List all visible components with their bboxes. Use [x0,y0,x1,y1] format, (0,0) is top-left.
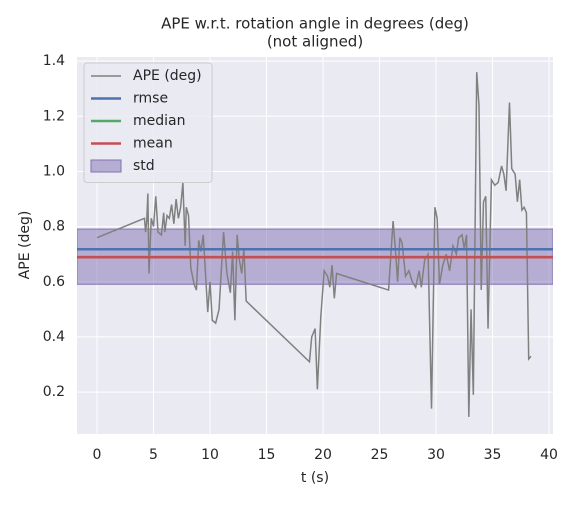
data-line [96,72,532,417]
legend-box [83,62,213,183]
x-tick-label: 35 [484,447,502,463]
x-tick-label: 10 [201,447,219,463]
y-axis-label: APE (deg) [17,211,33,280]
x-tick-label: 25 [371,447,389,463]
chart-subtitle: (not aligned) [267,33,363,51]
legend-label: rmse [133,91,168,107]
legend-swatch [90,159,122,173]
y-tick-label: 1.0 [43,163,65,179]
x-axis-label: t (s) [301,470,329,486]
legend-label: median [133,113,185,129]
y-tick-label: 0.8 [43,219,65,235]
x-tick-label: 40 [540,447,558,463]
x-tick-label: 0 [93,447,102,463]
x-tick-label: 15 [258,447,276,463]
legend-label: APE (deg) [133,68,202,84]
plot-content [77,72,553,417]
y-tick-label: 0.2 [43,384,65,400]
y-tick-label: 1.4 [43,53,65,69]
chart-title: APE w.r.t. rotation angle in degrees (de… [161,15,469,33]
x-tick-label: 5 [149,447,158,463]
y-tick-label: 0.6 [43,274,65,290]
legend-label: mean [133,136,173,152]
legend: APE (deg) rmse median mean std [83,62,213,183]
y-tick-label: 0.4 [43,329,65,345]
x-tick-label: 30 [427,447,445,463]
legend-label: std [133,158,155,174]
x-tick-label: 20 [314,447,332,463]
y-tick-label: 1.2 [43,108,65,124]
